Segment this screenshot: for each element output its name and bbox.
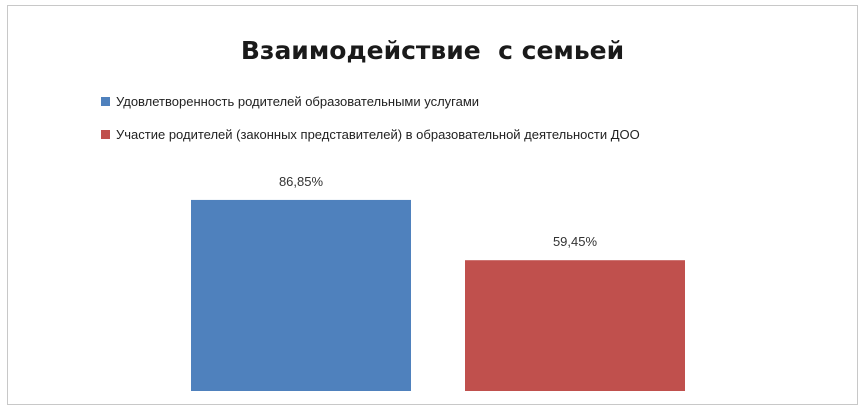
plot-area: 86,85% 59,45% bbox=[8, 6, 859, 406]
bar-participation bbox=[465, 260, 685, 391]
data-label-participation: 59,45% bbox=[553, 234, 598, 249]
data-label-satisfaction: 86,85% bbox=[279, 174, 324, 189]
bar-satisfaction bbox=[191, 200, 411, 391]
chart-area: Взаимодействие с семьей Удовлетворенност… bbox=[7, 5, 858, 405]
